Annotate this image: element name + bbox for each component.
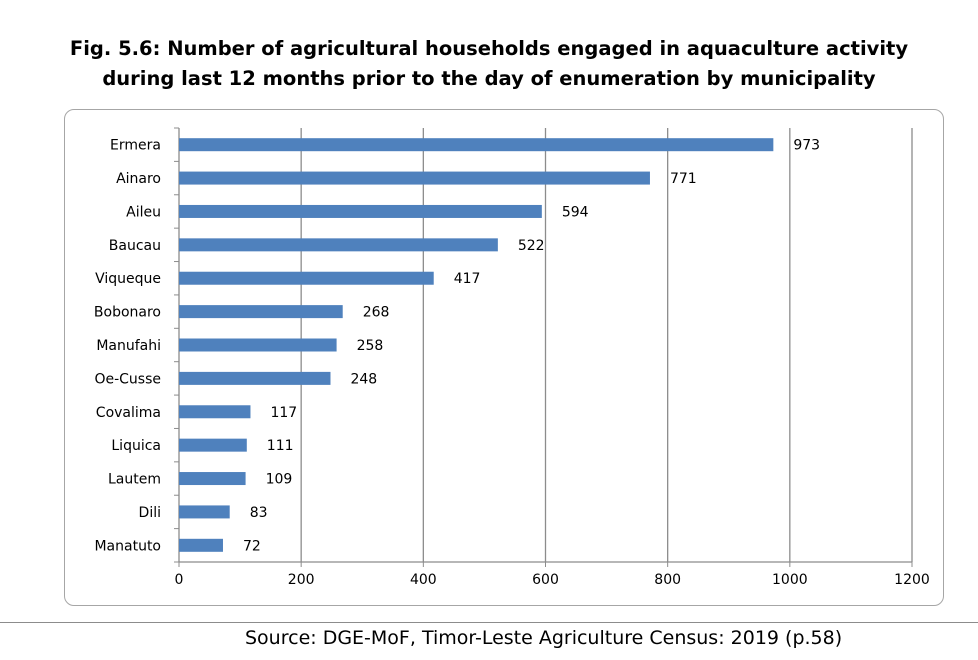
bar-ermera [179, 138, 774, 152]
data-label-viqueque: 417 [454, 271, 481, 287]
category-label-liquica: Liquica [111, 438, 161, 454]
source-note: Source: DGE-MoF, Timor-Leste Agriculture… [245, 627, 843, 649]
bar-ainaro [179, 171, 650, 185]
bar-liquica [179, 438, 247, 452]
data-label-liquica: 111 [267, 438, 294, 454]
chart-title-line-2: during last 12 months prior to the day o… [102, 67, 876, 90]
data-label-oe-cusse: 248 [350, 371, 377, 387]
bar-manatuto [179, 538, 223, 552]
category-label-manatuto: Manatuto [94, 538, 161, 554]
chart-title: Fig. 5.6: Number of agricultural househo… [0, 34, 978, 94]
category-label-viqueque: Viqueque [95, 271, 161, 287]
x-tick-label-600: 600 [532, 572, 559, 588]
category-label-lautem: Lautem [108, 472, 161, 488]
data-label-bobonaro: 268 [363, 305, 390, 321]
data-label-dili: 83 [250, 505, 268, 521]
category-label-ainaro: Ainaro [116, 171, 161, 187]
bar-manufahi [179, 338, 337, 352]
bar-bobonaro [179, 305, 343, 319]
category-label-aileu: Aileu [126, 204, 161, 220]
bar-lautem [179, 472, 246, 486]
data-label-covalima: 117 [270, 405, 297, 421]
category-label-manufahi: Manufahi [96, 338, 161, 354]
category-label-ermera: Ermera [110, 138, 161, 154]
data-label-lautem: 109 [266, 472, 293, 488]
x-tick-label-400: 400 [410, 572, 437, 588]
chart-title-line-1: Fig. 5.6: Number of agricultural househo… [69, 37, 909, 60]
gridlines [300, 128, 913, 562]
category-label-oe-cusse: Oe-Cusse [94, 371, 161, 387]
bar-dili [179, 505, 230, 519]
data-label-manufahi: 258 [357, 338, 384, 354]
data-label-ainaro: 771 [670, 171, 697, 187]
data-label-baucau: 522 [518, 238, 545, 254]
bars [179, 138, 774, 552]
bar-baucau [179, 238, 498, 252]
data-label-ermera: 973 [793, 138, 820, 154]
x-tick-label-200: 200 [288, 572, 315, 588]
labels: 0 200 400 600 800 1000 1200 Ermera 973 Ainaro 771 A… [94, 138, 930, 588]
x-tick-label-1000: 1000 [772, 572, 808, 588]
bar-covalima [179, 405, 251, 419]
source-divider [0, 622, 978, 623]
x-tick-label-1200: 1200 [894, 572, 930, 588]
bar-aileu [179, 204, 542, 218]
bar-oe-cusse [179, 371, 331, 385]
category-label-baucau: Baucau [109, 238, 161, 254]
data-label-aileu: 594 [562, 204, 589, 220]
category-label-dili: Dili [139, 505, 161, 521]
bar-viqueque [179, 271, 434, 285]
x-tick-label-0: 0 [175, 572, 184, 588]
category-label-covalima: Covalima [96, 405, 161, 421]
chart-frame [64, 109, 944, 606]
category-label-bobonaro: Bobonaro [94, 305, 161, 321]
x-tick-label-800: 800 [654, 572, 681, 588]
data-label-manatuto: 72 [243, 538, 261, 554]
